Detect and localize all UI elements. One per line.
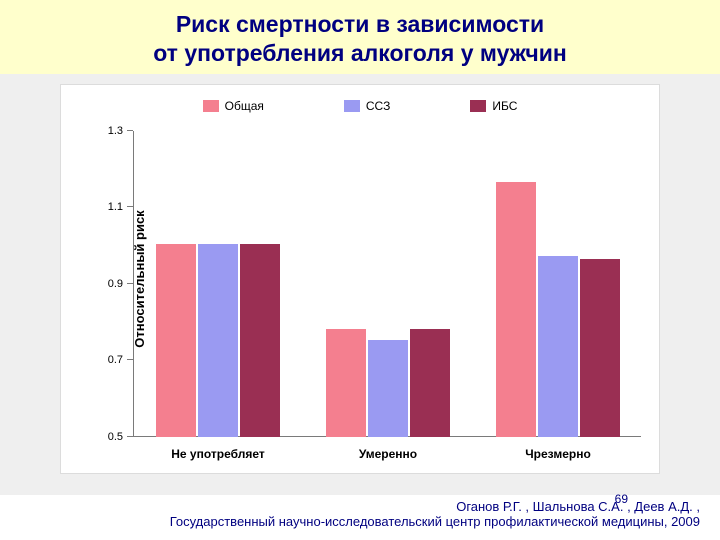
- y-tick-label: 0.9: [108, 278, 123, 290]
- legend-swatch-1: [344, 100, 360, 112]
- bar-group: [496, 182, 620, 436]
- y-tick-mark: [127, 436, 133, 437]
- footer-citation: 69 Оганов Р.Г. , Шальнова С.А. , Деев А.…: [0, 495, 720, 540]
- legend-item-1: ССЗ: [344, 99, 390, 113]
- bar: [368, 340, 408, 436]
- bar: [326, 329, 366, 437]
- x-axis-label: Умеренно: [359, 447, 417, 461]
- chart-panel: Общая ССЗ ИБС Относительный риск 0.50.70…: [0, 74, 720, 495]
- y-tick-label: 0.5: [108, 431, 123, 443]
- y-axis-line: [133, 131, 134, 437]
- footer-line-2: Государственный научно-исследовательский…: [20, 514, 700, 530]
- slide-title: Риск смертности в зависимости от употреб…: [0, 0, 720, 74]
- bar: [538, 256, 578, 437]
- y-tick-mark: [127, 283, 133, 284]
- legend-label-0: Общая: [225, 99, 264, 113]
- bar: [156, 244, 196, 437]
- bar: [240, 244, 280, 437]
- y-tick-mark: [127, 206, 133, 207]
- legend-item-0: Общая: [203, 99, 264, 113]
- legend-swatch-2: [470, 100, 486, 112]
- y-tick-label: 1.3: [108, 125, 123, 137]
- slide-number: 69: [615, 492, 628, 506]
- legend: Общая ССЗ ИБС: [61, 99, 659, 113]
- title-line-2: от употребления алкоголя у мужчин: [30, 39, 690, 68]
- y-tick-label: 0.7: [108, 354, 123, 366]
- footer-line-1: Оганов Р.Г. , Шальнова С.А. , Деев А.Д. …: [20, 499, 700, 515]
- plot-area: 0.50.70.91.11.3Не употребляетУмеренноЧре…: [133, 131, 641, 437]
- legend-label-1: ССЗ: [366, 99, 390, 113]
- bar: [496, 182, 536, 436]
- legend-swatch-0: [203, 100, 219, 112]
- chart-box: Общая ССЗ ИБС Относительный риск 0.50.70…: [60, 84, 660, 474]
- bar-group: [326, 329, 450, 437]
- x-axis-label: Не употребляет: [171, 447, 264, 461]
- x-axis-label: Чрезмерно: [525, 447, 591, 461]
- y-tick-mark: [127, 359, 133, 360]
- title-line-1: Риск смертности в зависимости: [30, 10, 690, 39]
- bar-group: [156, 244, 280, 437]
- y-tick-label: 1.1: [108, 201, 123, 213]
- legend-item-2: ИБС: [470, 99, 517, 113]
- bar: [580, 259, 620, 436]
- y-tick-mark: [127, 130, 133, 131]
- bar: [198, 244, 238, 437]
- legend-label-2: ИБС: [492, 99, 517, 113]
- bar: [410, 329, 450, 437]
